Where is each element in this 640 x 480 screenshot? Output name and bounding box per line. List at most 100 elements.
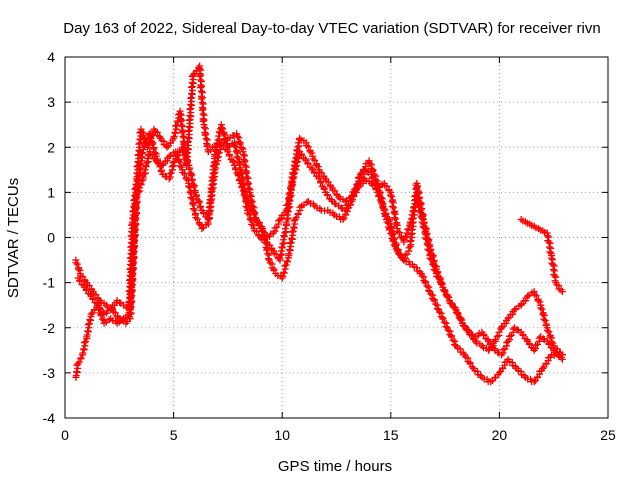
data-point bbox=[401, 233, 409, 241]
data-point bbox=[195, 199, 203, 207]
data-point bbox=[558, 288, 566, 296]
data-point bbox=[413, 264, 421, 272]
data-point bbox=[132, 200, 140, 208]
data-point bbox=[233, 132, 241, 140]
data-point bbox=[168, 163, 176, 171]
data-point bbox=[134, 183, 142, 191]
data-point bbox=[391, 214, 399, 222]
series-1 bbox=[72, 62, 566, 386]
data-point bbox=[129, 245, 137, 253]
data-point bbox=[366, 159, 374, 167]
data-point bbox=[186, 105, 194, 113]
data-point bbox=[281, 224, 289, 232]
data-point bbox=[371, 181, 379, 189]
data-point bbox=[288, 234, 296, 242]
data-point bbox=[190, 206, 198, 214]
data-point bbox=[230, 141, 238, 149]
data-point bbox=[130, 234, 138, 242]
data-point bbox=[506, 332, 514, 340]
data-point bbox=[80, 339, 88, 347]
data-point bbox=[532, 292, 540, 300]
data-point bbox=[105, 316, 113, 324]
data-point bbox=[141, 166, 149, 174]
data-point bbox=[225, 152, 233, 160]
y-tick-label: 4 bbox=[47, 49, 55, 65]
data-point bbox=[543, 326, 551, 334]
data-point bbox=[232, 143, 240, 151]
data-point bbox=[415, 195, 423, 203]
x-tick-label: 25 bbox=[600, 427, 616, 443]
data-point bbox=[271, 224, 279, 232]
data-point bbox=[536, 298, 544, 306]
data-point bbox=[140, 170, 148, 178]
data-point bbox=[400, 236, 408, 244]
data-point bbox=[451, 341, 459, 349]
data-point bbox=[127, 279, 135, 287]
data-point bbox=[196, 72, 204, 80]
data-point bbox=[263, 246, 271, 254]
data-point bbox=[187, 172, 195, 180]
data-point bbox=[170, 158, 178, 166]
data-point bbox=[417, 206, 425, 214]
data-point bbox=[457, 316, 465, 324]
x-axis-label: GPS time / hours bbox=[278, 458, 392, 475]
data-point bbox=[546, 333, 554, 341]
data-point bbox=[151, 149, 159, 157]
data-point bbox=[128, 257, 136, 265]
data-point bbox=[222, 136, 230, 144]
data-point bbox=[430, 258, 438, 266]
x-tick-label: 20 bbox=[492, 427, 508, 443]
data-point bbox=[128, 267, 136, 275]
data-point bbox=[169, 159, 177, 167]
data-point bbox=[387, 224, 395, 232]
data-point bbox=[187, 83, 195, 91]
data-point bbox=[539, 364, 547, 372]
data-point bbox=[408, 225, 416, 233]
data-point bbox=[248, 220, 256, 228]
data-point bbox=[84, 321, 92, 329]
y-tick-label: -1 bbox=[43, 275, 56, 291]
data-point bbox=[530, 378, 538, 386]
data-point bbox=[418, 272, 426, 280]
data-point bbox=[406, 238, 414, 246]
data-point bbox=[188, 79, 196, 87]
data-point bbox=[136, 161, 144, 169]
data-point bbox=[205, 210, 213, 218]
data-point bbox=[129, 234, 137, 242]
series-2 bbox=[72, 121, 566, 359]
x-tick-label: 0 bbox=[61, 427, 69, 443]
data-point bbox=[249, 208, 257, 216]
data-point bbox=[176, 162, 184, 170]
data-point bbox=[201, 131, 209, 139]
data-point bbox=[197, 95, 205, 103]
data-point bbox=[419, 212, 427, 220]
data-point bbox=[546, 248, 554, 256]
data-point bbox=[137, 160, 145, 168]
data-point bbox=[430, 297, 438, 305]
data-point bbox=[198, 224, 206, 232]
data-point bbox=[126, 290, 134, 298]
data-point bbox=[538, 305, 546, 313]
data-point bbox=[429, 253, 437, 261]
data-point bbox=[156, 163, 164, 171]
data-point bbox=[285, 190, 293, 198]
data-point bbox=[474, 368, 482, 376]
data-point bbox=[508, 358, 516, 366]
data-point bbox=[77, 354, 85, 362]
data-point bbox=[165, 152, 173, 160]
data-point bbox=[188, 177, 196, 185]
data-point bbox=[231, 165, 239, 173]
data-point bbox=[203, 142, 211, 150]
data-point bbox=[129, 256, 137, 264]
data-point bbox=[317, 179, 325, 187]
series-4 bbox=[517, 215, 566, 296]
data-point bbox=[84, 327, 92, 335]
data-point bbox=[79, 349, 87, 357]
data-point bbox=[130, 223, 138, 231]
data-point bbox=[166, 170, 174, 178]
data-point bbox=[204, 210, 212, 218]
data-point bbox=[283, 257, 291, 265]
data-point bbox=[210, 169, 218, 177]
data-point bbox=[279, 272, 287, 280]
grid bbox=[65, 57, 608, 418]
